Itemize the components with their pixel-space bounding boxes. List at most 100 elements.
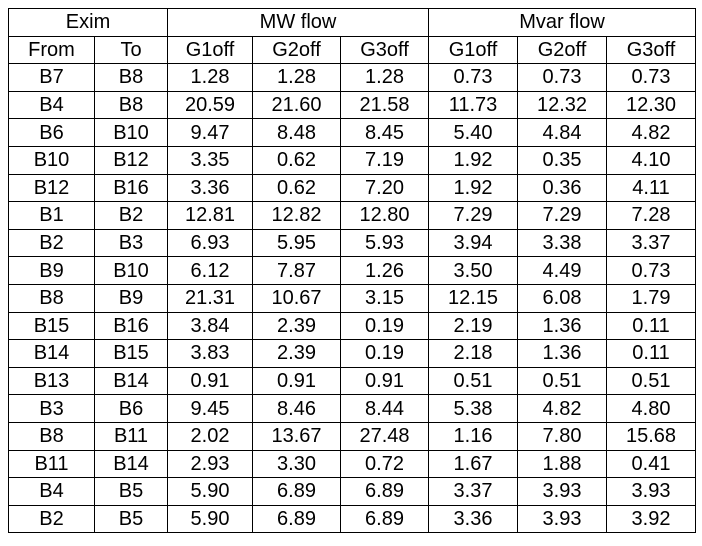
value-cell: 0.36	[517, 173, 608, 203]
value-cell: 6.89	[340, 504, 430, 534]
value-cell: 10.67	[252, 283, 342, 313]
value-cell: 0.19	[340, 311, 430, 341]
value-cell: 12.81	[167, 201, 254, 230]
data-row: B7 B8 1.28 1.28 1.28 0.73 0.73 0.73	[8, 63, 697, 92]
value-cell: 0.11	[606, 339, 697, 368]
value-cell: 7.80	[517, 421, 608, 451]
column-header: From	[8, 35, 95, 65]
value-cell: 3.37	[606, 228, 697, 258]
data-row: B11 B14 2.93 3.30 0.72 1.67 1.88 0.41	[8, 449, 697, 479]
bus-cell: B5	[93, 504, 169, 534]
bus-cell: B10	[8, 145, 95, 175]
value-cell: 4.49	[517, 256, 608, 285]
value-cell: 2.18	[428, 339, 519, 368]
value-cell: 1.67	[428, 449, 519, 479]
value-cell: 0.91	[252, 366, 342, 396]
value-cell: 6.89	[252, 477, 342, 506]
value-cell: 1.16	[428, 421, 519, 451]
value-cell: 12.30	[606, 90, 697, 120]
bus-cell: B16	[93, 311, 169, 341]
value-cell: 0.73	[606, 63, 697, 92]
value-cell: 1.26	[340, 256, 430, 285]
bus-cell: B15	[93, 339, 169, 368]
column-header: G3off	[606, 35, 697, 65]
value-cell: 8.45	[340, 118, 430, 147]
data-row: B2 B5 5.90 6.89 6.89 3.36 3.93 3.92	[8, 504, 697, 534]
bus-cell: B4	[8, 477, 95, 506]
bus-cell: B6	[8, 118, 95, 147]
data-row: B1 B2 12.81 12.82 12.80 7.29 7.29 7.28	[8, 201, 697, 230]
data-row: B3 B6 9.45 8.46 8.44 5.38 4.82 4.80	[8, 394, 697, 423]
value-cell: 12.80	[340, 201, 430, 230]
value-cell: 3.50	[428, 256, 519, 285]
bus-cell: B8	[93, 63, 169, 92]
data-row: B9 B10 6.12 7.87 1.26 3.50 4.49 0.73	[8, 256, 697, 285]
value-cell: 3.84	[167, 311, 254, 341]
value-cell: 0.73	[606, 256, 697, 285]
value-cell: 3.15	[340, 283, 430, 313]
value-cell: 6.08	[517, 283, 608, 313]
value-cell: 21.60	[252, 90, 342, 120]
value-cell: 20.59	[167, 90, 254, 120]
bus-cell: B12	[93, 145, 169, 175]
data-row: B4 B5 5.90 6.89 6.89 3.37 3.93 3.93	[8, 477, 697, 506]
column-header: G1off	[167, 35, 254, 65]
value-cell: 7.28	[606, 201, 697, 230]
bus-cell: B10	[93, 256, 169, 285]
bus-cell: B16	[93, 173, 169, 203]
value-cell: 3.93	[517, 477, 608, 506]
value-cell: 8.46	[252, 394, 342, 423]
value-cell: 9.47	[167, 118, 254, 147]
value-cell: 0.11	[606, 311, 697, 341]
bus-cell: B1	[8, 201, 95, 230]
bus-cell: B8	[8, 421, 95, 451]
value-cell: 6.12	[167, 256, 254, 285]
bus-cell: B7	[8, 63, 95, 92]
bus-cell: B5	[93, 477, 169, 506]
bus-cell: B2	[8, 504, 95, 534]
value-cell: 8.44	[340, 394, 430, 423]
value-cell: 6.89	[340, 477, 430, 506]
bus-cell: B9	[93, 283, 169, 313]
column-header: G1off	[428, 35, 519, 65]
value-cell: 0.73	[517, 63, 608, 92]
value-cell: 3.38	[517, 228, 608, 258]
value-cell: 2.19	[428, 311, 519, 341]
value-cell: 21.31	[167, 283, 254, 313]
value-cell: 2.39	[252, 339, 342, 368]
value-cell: 3.35	[167, 145, 254, 175]
data-row: B10 B12 3.35 0.62 7.19 1.92 0.35 4.10	[8, 145, 697, 175]
value-cell: 1.88	[517, 449, 608, 479]
value-cell: 8.48	[252, 118, 342, 147]
value-cell: 5.90	[167, 504, 254, 534]
bus-cell: B3	[93, 228, 169, 258]
value-cell: 5.38	[428, 394, 519, 423]
value-cell: 3.93	[606, 477, 697, 506]
bus-cell: B8	[93, 90, 169, 120]
bus-cell: B10	[93, 118, 169, 147]
bus-cell: B3	[8, 394, 95, 423]
value-cell: 4.11	[606, 173, 697, 203]
data-row: B13 B14 0.91 0.91 0.91 0.51 0.51 0.51	[8, 366, 697, 396]
bus-cell: B11	[8, 449, 95, 479]
value-cell: 5.93	[340, 228, 430, 258]
bus-cell: B13	[8, 366, 95, 396]
bus-cell: B4	[8, 90, 95, 120]
value-cell: 7.20	[340, 173, 430, 203]
value-cell: 0.62	[252, 145, 342, 175]
data-row: B8 B9 21.31 10.67 3.15 12.15 6.08 1.79	[8, 283, 697, 313]
data-row: B8 B11 2.02 13.67 27.48 1.16 7.80 15.68	[8, 421, 697, 451]
value-cell: 21.58	[340, 90, 430, 120]
value-cell: 12.82	[252, 201, 342, 230]
value-cell: 7.29	[428, 201, 519, 230]
value-cell: 0.62	[252, 173, 342, 203]
value-cell: 2.93	[167, 449, 254, 479]
bus-cell: B14	[93, 366, 169, 396]
data-row: B14 B15 3.83 2.39 0.19 2.18 1.36 0.11	[8, 339, 697, 368]
bus-cell: B11	[93, 421, 169, 451]
value-cell: 6.93	[167, 228, 254, 258]
bus-cell: B2	[93, 201, 169, 230]
column-header: To	[93, 35, 169, 65]
value-cell: 15.68	[606, 421, 697, 451]
value-cell: 1.92	[428, 145, 519, 175]
